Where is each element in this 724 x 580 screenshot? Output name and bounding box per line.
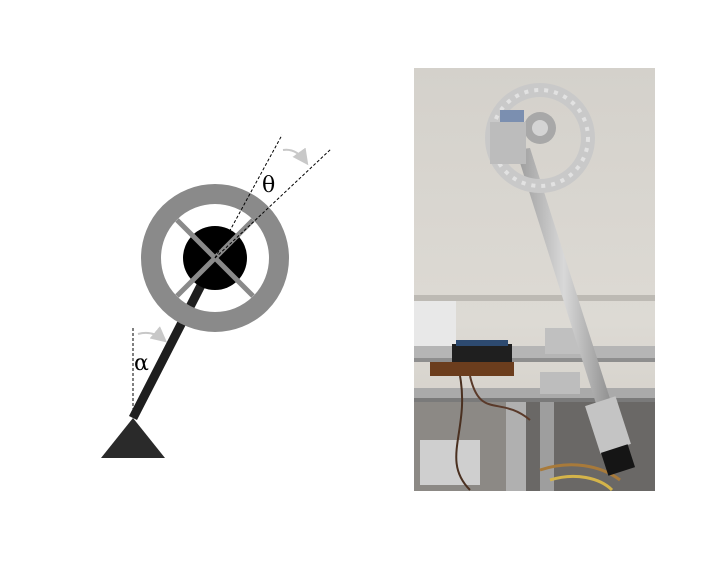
reaction-wheel-ring bbox=[141, 184, 289, 332]
wheel-orientation-line bbox=[214, 148, 332, 259]
rod-extension-line bbox=[214, 134, 283, 259]
pendulum-schematic: α θ bbox=[101, 134, 332, 458]
theta-label: θ bbox=[262, 173, 275, 198]
hardware-photo bbox=[414, 68, 655, 491]
alpha-arrow bbox=[137, 326, 168, 343]
pendulum-base bbox=[101, 418, 165, 458]
theta-arrow bbox=[282, 147, 309, 166]
alpha-label: α bbox=[134, 351, 149, 376]
